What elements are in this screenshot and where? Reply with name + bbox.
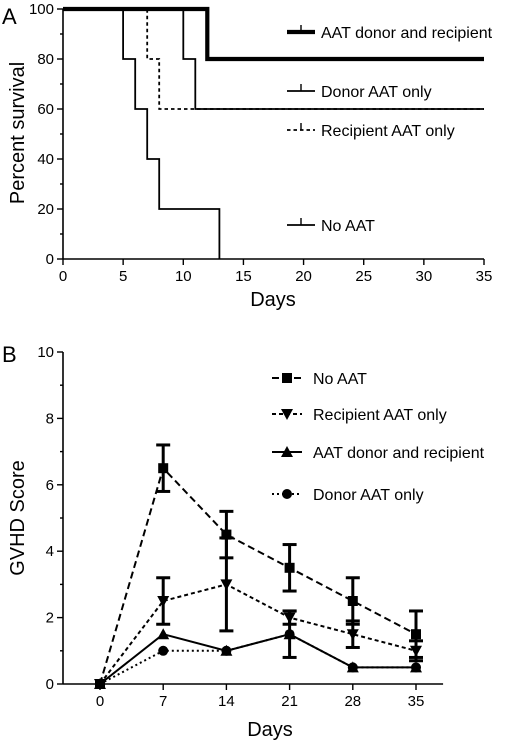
panel-a-legend-label: Recipient AAT only (321, 123, 455, 140)
panel-b-y-tick-label: 6 (46, 477, 54, 494)
panel-a-label: A (2, 4, 17, 29)
panel-b-data-point (221, 645, 232, 656)
panel-a-y-tick-label: 0 (46, 251, 54, 268)
panel-b-legend-label: Donor AAT only (313, 487, 424, 504)
panel-b-series-line (99, 633, 416, 685)
panel-b-gvhd-chart: B GVHD Score Days 0 2 4 6 8 10 0 7 14 21 28 35 No A… (2, 342, 485, 741)
panel-a-x-tick-label: 10 (175, 268, 192, 285)
panel-b-data-point (158, 645, 169, 656)
panel-a-y-axis-label: Percent survival (7, 62, 29, 204)
panel-a-legend: AAT donor and recipient Donor AAT only Rec… (287, 25, 493, 235)
panel-b-legend-label: No AAT (313, 371, 367, 388)
panel-b-data-point (157, 596, 170, 607)
panel-b-series-line (99, 633, 416, 685)
panel-a-x-tick-label: 35 (476, 268, 493, 285)
panel-b-series-aat-donor-and-recipient (94, 609, 422, 689)
panel-b-legend: No AAT Recipient AAT only AAT donor and re… (272, 371, 485, 504)
panel-b-y-tick-label: 4 (46, 543, 54, 560)
panel-b-y-tick-label: 2 (46, 610, 54, 627)
panel-a-y-tick-label: 20 (37, 201, 54, 218)
panel-a-x-tick-label: 20 (295, 268, 312, 285)
panel-b-x-tick-label: 0 (96, 693, 104, 710)
panel-b-data-point (346, 629, 359, 641)
panel-b-series-line (99, 466, 417, 685)
panel-b-series-line (99, 583, 417, 685)
panel-b-y-axis-label: GVHD Score (7, 460, 29, 576)
panel-a-y-tick-label: 40 (37, 151, 54, 168)
panel-b-x-tick-label: 14 (218, 693, 235, 710)
panel-b-data-point (158, 463, 169, 474)
panel-a-x-tick-label: 30 (416, 268, 433, 285)
panel-b-legend-label: AAT donor and recipient (313, 445, 485, 462)
panel-b-data-point (284, 562, 295, 573)
panel-b-axes: 0 2 4 6 8 10 0 7 14 21 28 35 (37, 344, 444, 710)
panel-b-x-tick-label: 21 (281, 693, 298, 710)
panel-b-data-point (347, 662, 358, 673)
panel-b-series-no-aat (95, 443, 423, 689)
panel-b-x-tick-label: 35 (408, 693, 425, 710)
panel-a-axes: 0 20 40 60 80 100 0 5 10 15 20 25 30 35 (29, 1, 492, 285)
panel-a-x-axis-label: Days (250, 289, 296, 311)
panel-b-legend-marker (281, 409, 293, 420)
panel-b-y-tick-label: 0 (46, 676, 54, 693)
panel-a-x-tick-label: 0 (59, 268, 67, 285)
panel-b-legend-item-no-aat: No AAT (272, 371, 367, 388)
panel-b-series (94, 443, 423, 690)
panel-b-legend-marker (282, 489, 292, 499)
panel-b-x-axis-label: Days (247, 719, 293, 741)
panel-b-legend-item-recipient-aat-only: Recipient AAT only (272, 407, 447, 424)
panel-a-x-tick-label: 15 (235, 268, 252, 285)
panel-a-legend-item-aat-donor-and-recipient: AAT donor and recipient (287, 25, 493, 42)
panel-a-legend-label: Donor AAT only (321, 84, 432, 101)
panel-b-data-point (410, 645, 422, 657)
panel-a-survival-chart: A Percent survival Days 0 20 40 60 80 100 0 5 10… (2, 1, 493, 311)
panel-b-legend-marker (282, 373, 292, 383)
panel-a-legend-item-donor-aat-only: Donor AAT only (287, 84, 432, 101)
panel-a-series-no-aat (63, 8, 221, 259)
panel-b-data-point (284, 629, 295, 640)
panel-a-legend-item-no-aat: No AAT (287, 218, 375, 235)
panel-b-data-point (411, 629, 421, 640)
panel-a-series-recipient-aat-only (63, 8, 484, 110)
panel-b-legend-label: Recipient AAT only (313, 407, 447, 424)
panel-a-legend-item-recipient-aat-only: Recipient AAT only (287, 123, 455, 140)
panel-b-data-point (411, 662, 421, 673)
panel-b-y-tick-label: 8 (46, 410, 54, 427)
panel-b-data-point (157, 628, 170, 640)
panel-a-y-tick-label: 60 (37, 101, 54, 118)
panel-b-legend-item-donor-aat-only: Donor AAT only (272, 487, 424, 504)
panel-b-series-donor-aat-only (95, 629, 421, 689)
panel-b-x-tick-label: 28 (344, 693, 361, 710)
panel-b-data-point (221, 529, 232, 540)
panel-b-x-tick-label: 7 (159, 693, 167, 710)
panel-b-legend-item-aat-donor-and-recipient: AAT donor and recipient (272, 445, 485, 462)
panel-a-y-tick-label: 80 (37, 51, 54, 68)
panel-a-legend-label: AAT donor and recipient (321, 25, 493, 42)
panel-b-legend-marker (281, 446, 293, 457)
panel-b-data-point (347, 596, 358, 606)
panel-a-legend-label: No AAT (321, 218, 375, 235)
panel-b-data-point (95, 679, 105, 689)
panel-b-y-tick-label: 10 (37, 344, 54, 361)
panel-a-y-tick-label: 100 (29, 1, 54, 18)
panel-a-series (63, 6, 484, 259)
panel-a-x-tick-label: 5 (119, 268, 127, 285)
panel-a-x-tick-label: 25 (355, 268, 372, 285)
panel-b-label: B (2, 342, 17, 367)
panel-b-data-point (220, 579, 233, 591)
